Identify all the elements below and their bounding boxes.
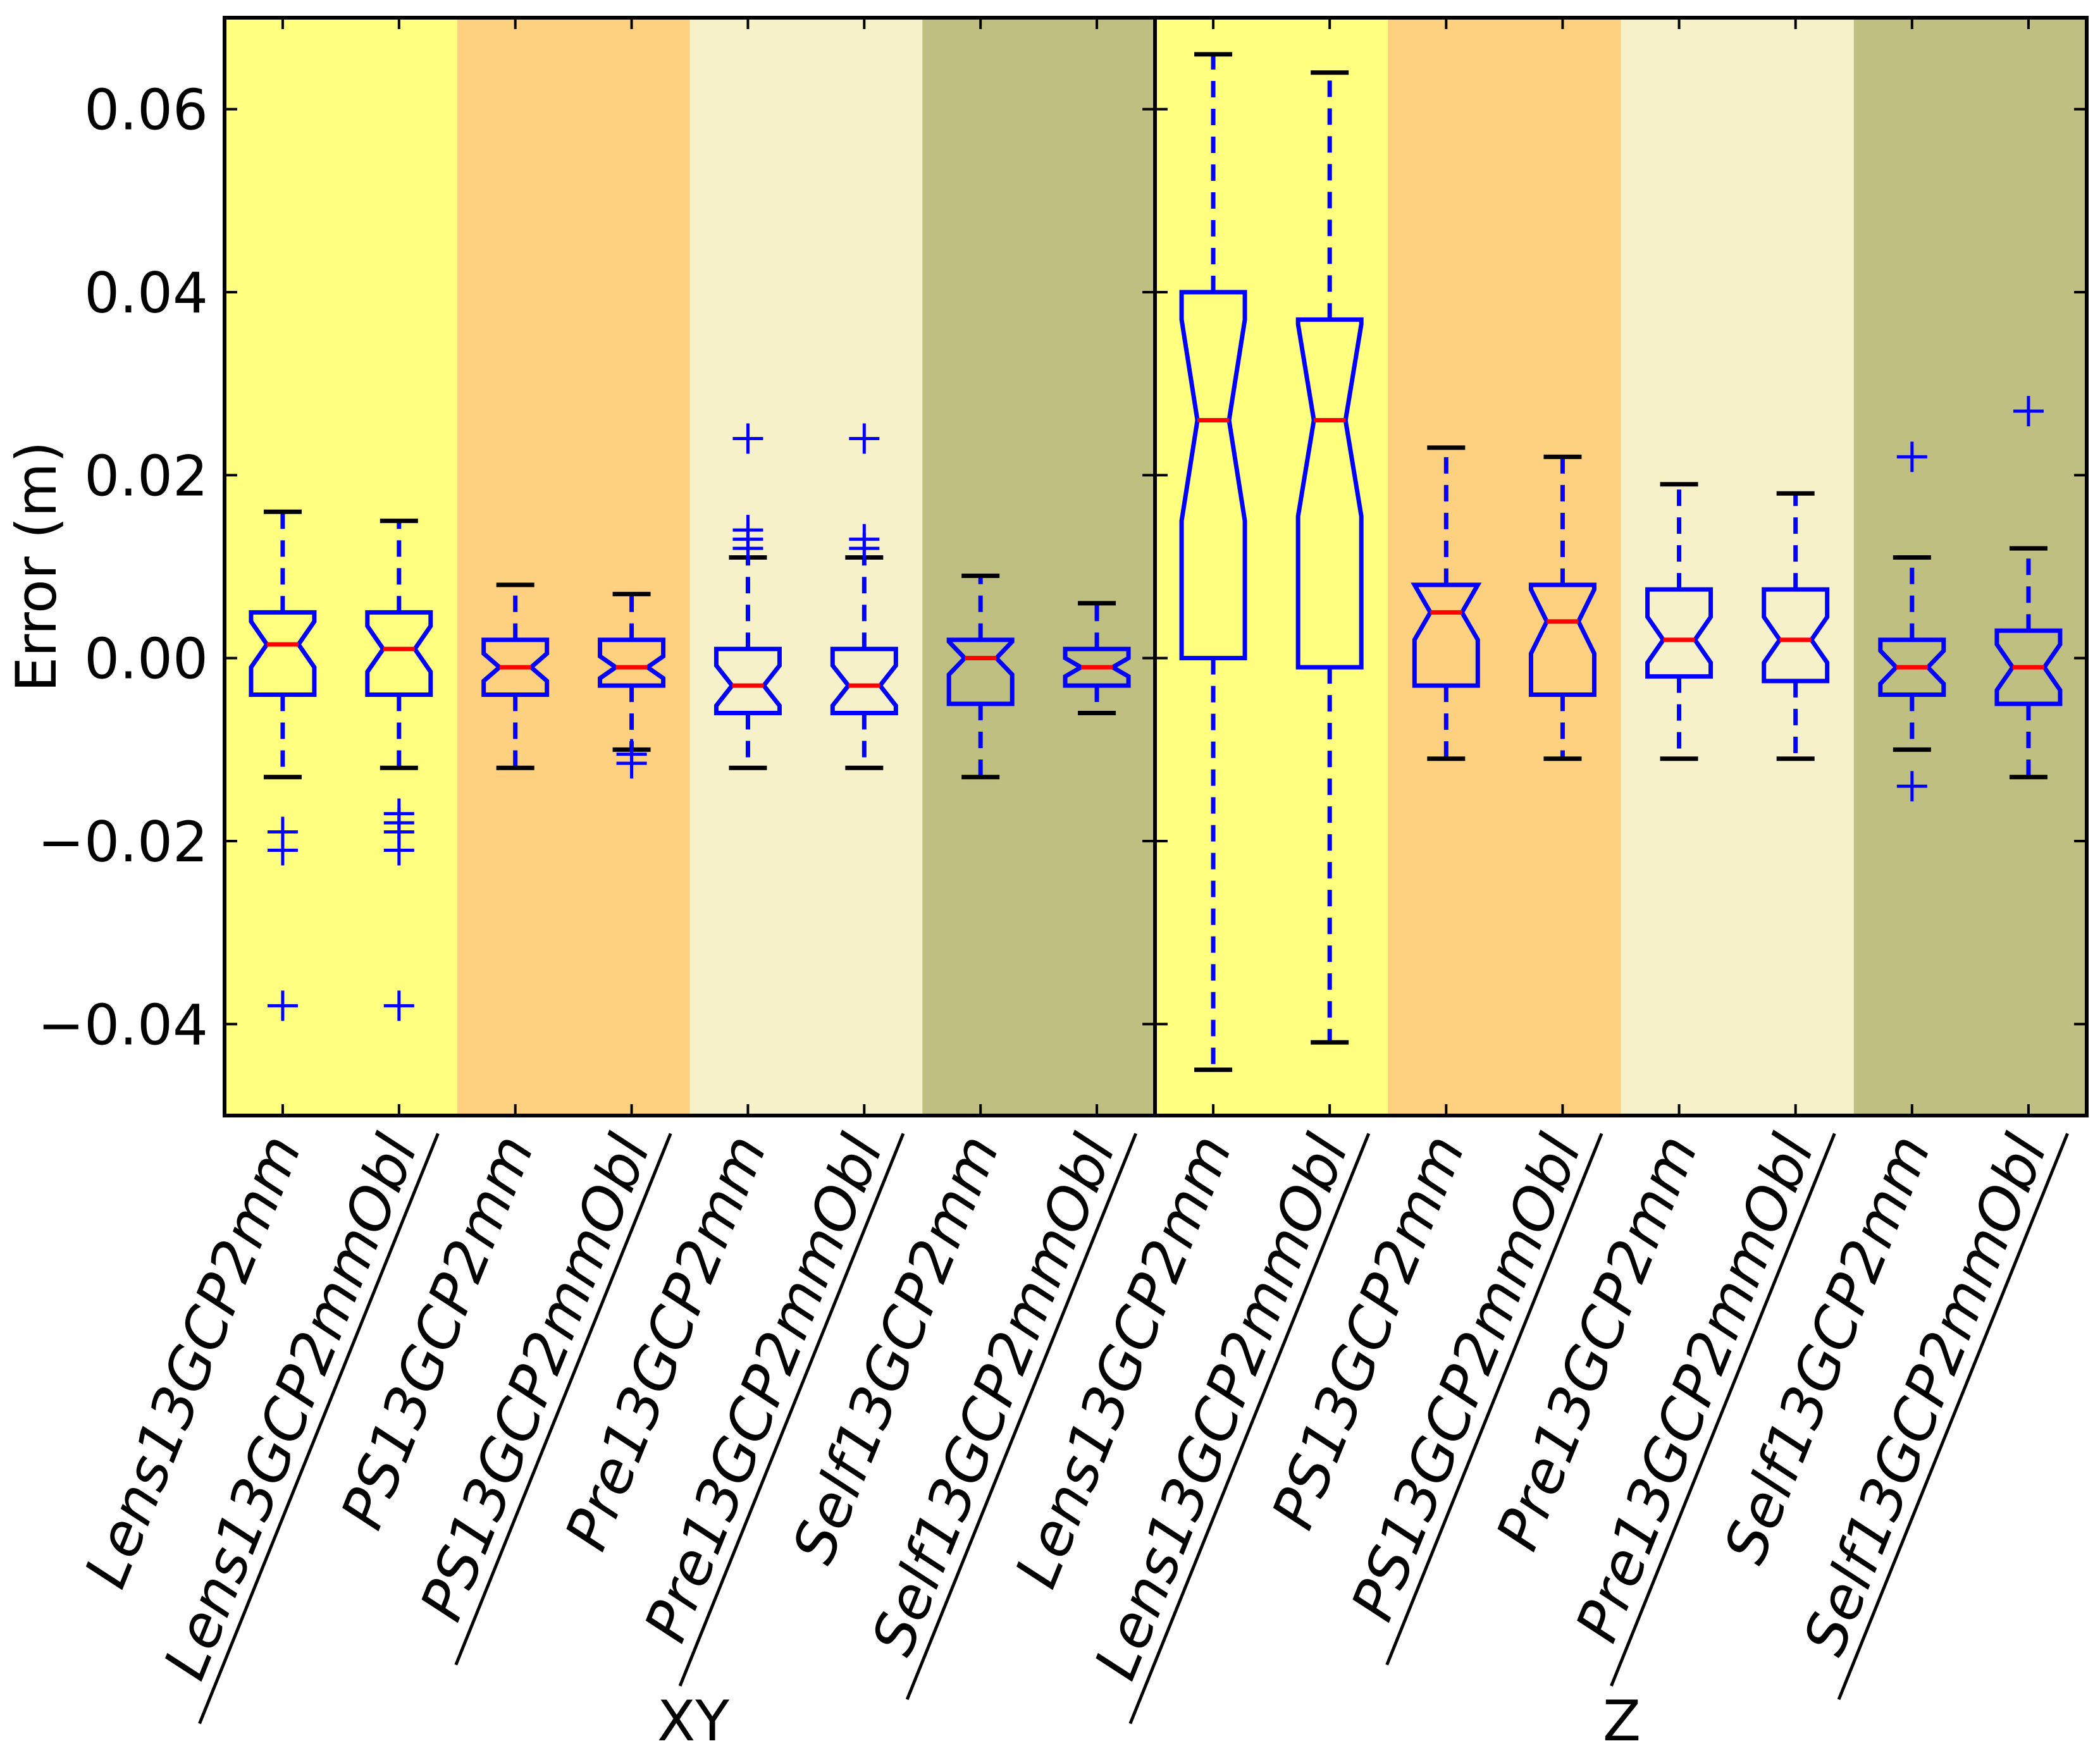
y-tick-label: 0.04 [84, 261, 208, 326]
notched-box [1528, 582, 1597, 698]
y-tick-label: −0.04 [37, 992, 208, 1057]
box-xy-ps13gcp2mmobl [598, 591, 666, 779]
outlier-marker [383, 990, 414, 1021]
y-axis-title: Error (m) [4, 441, 69, 692]
notched-box [1994, 628, 2063, 706]
y-tick-label: 0.06 [84, 78, 208, 143]
outlier-marker [849, 524, 880, 555]
background-band [1853, 18, 2087, 1116]
outlier-marker [732, 515, 763, 546]
box-z-ps13gcp2mm [1411, 445, 1482, 761]
label-underline [905, 1133, 1138, 1701]
box-xy-pre13gcp2mm [713, 423, 782, 770]
notched-box [830, 646, 898, 715]
box-z-self13gcp2mm [1878, 441, 1946, 802]
label-underline [454, 1133, 672, 1666]
background-band [1155, 18, 1388, 1116]
box-xy-lens13gcp2mm [249, 509, 317, 1021]
label-underline [198, 1133, 440, 1725]
background-bands [225, 18, 2087, 1116]
plot-area [249, 52, 2063, 1073]
box-z-ps13gcp2mmobl [1528, 454, 1597, 761]
label-underline [1128, 1133, 1371, 1725]
notched-box [1295, 317, 1364, 670]
axes-frame [223, 16, 2089, 1117]
notched-box [249, 610, 317, 698]
y-tick-label: 0.02 [84, 443, 208, 508]
background-band [1388, 18, 1621, 1116]
group-label-z: Z [1603, 1688, 1641, 1753]
outlier-marker [732, 423, 763, 454]
outlier-marker [616, 748, 647, 779]
x-axis-labels: Lens13GCP2mmLens13GCP2mmOblPS13GCP2mmPS1… [71, 1126, 2069, 1725]
outlier-marker [1896, 771, 1927, 802]
notched-box [481, 637, 550, 698]
label-underline [1385, 1133, 1603, 1666]
box-xy-self13gcp2mm [946, 573, 1015, 780]
notched-box [713, 646, 782, 715]
outlier-marker [267, 990, 298, 1021]
label-underline [678, 1133, 905, 1687]
box-xy-lens13gcp2mmobl [365, 519, 433, 1021]
notched-box [1411, 582, 1482, 688]
box-xy-ps13gcp2mm [481, 582, 550, 770]
box-z-lens13gcp2mm [1179, 52, 1247, 1073]
background-band [225, 18, 457, 1116]
group-label-xy: XY [657, 1688, 729, 1753]
background-band [689, 18, 923, 1116]
outlier-marker [267, 835, 298, 866]
y-axis-ticks: −0.04 −0.02 0.00 0.02 0.04 0.06 [37, 78, 2087, 1057]
box-xy-self13gcp2mmobl [1063, 601, 1131, 715]
box-xy-pre13gcp2mmobl [830, 423, 898, 770]
outlier-marker [849, 423, 880, 454]
y-tick-label: 0.00 [84, 627, 208, 692]
notched-box [1878, 637, 1946, 698]
y-tick-label: −0.02 [37, 809, 208, 875]
label-underline [1837, 1133, 2069, 1701]
notched-box [946, 637, 1015, 706]
background-band [457, 18, 690, 1116]
box-z-pre13gcp2mm [1645, 482, 1714, 761]
outlier-marker [383, 835, 414, 866]
notched-box [365, 610, 433, 698]
outlier-marker [1896, 441, 1927, 472]
notched-box [598, 637, 666, 688]
box-z-lens13gcp2mmobl [1295, 70, 1364, 1045]
label-underline [1610, 1133, 1836, 1687]
box-z-pre13gcp2mmobl [1762, 491, 1830, 761]
background-band [922, 18, 1155, 1116]
notched-box [1645, 587, 1714, 679]
outlier-marker [2013, 396, 2044, 427]
box-z-self13gcp2mmobl [1994, 396, 2063, 780]
background-band [1621, 18, 1854, 1116]
notched-box [1762, 587, 1830, 684]
notched-box [1179, 290, 1247, 661]
notched-box [1063, 646, 1131, 688]
